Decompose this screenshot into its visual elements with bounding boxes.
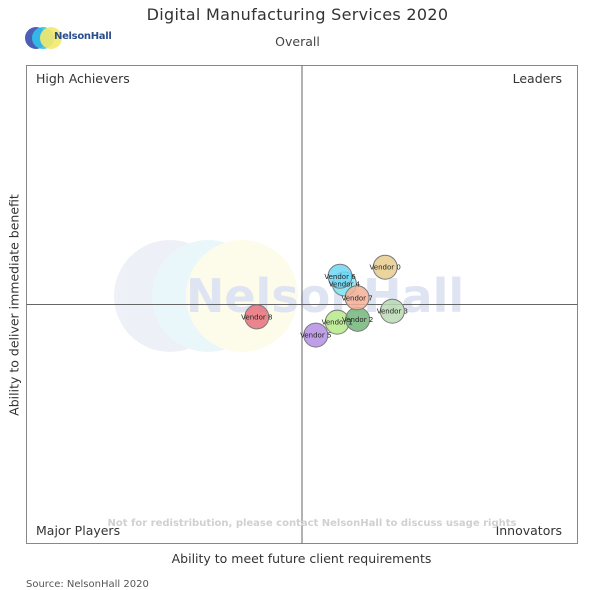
vendor-label: Vendor 1 (322, 319, 353, 327)
quadrant-label-innovators: Innovators (496, 523, 562, 538)
source-note: Source: NelsonHall 2020 (26, 579, 149, 590)
vendor-point[interactable] (244, 304, 270, 330)
quadrant-label-leaders: Leaders (513, 71, 562, 86)
watermark-text: NelsonHall (186, 269, 464, 323)
quadrant-label-high-achievers: High Achievers (36, 71, 130, 86)
vendor-label: Vendor 5 (300, 332, 331, 340)
redistribution-note: Not for redistribution, please contact N… (108, 518, 517, 529)
vendor-point[interactable] (303, 322, 329, 348)
vendor-point[interactable] (372, 254, 398, 280)
vendor-point[interactable] (379, 298, 405, 324)
vendor-label: Vendor 3 (377, 308, 408, 316)
watermark-circles-icon (114, 240, 298, 352)
quadrant-label-major-players: Major Players (36, 523, 120, 538)
vendor-label: Vendor 0 (370, 264, 401, 272)
vendor-label: Vendor 8 (241, 313, 272, 321)
vendor-label: Vendor 2 (342, 316, 373, 324)
nelsonhall-logo: NelsonHall (24, 24, 112, 52)
vendor-point[interactable] (327, 263, 353, 289)
x-axis-label: Ability to meet future client requiremen… (171, 551, 432, 566)
chart-title: Digital Manufacturing Services 2020 (146, 5, 449, 24)
vendor-label: Vendor 7 (341, 294, 372, 302)
vendor-label: Vendor 4 (329, 280, 361, 288)
chart-subtitle: Overall (275, 34, 320, 49)
logo-text: NelsonHall (54, 31, 112, 42)
y-axis-label: Ability to deliver immediate benefit (6, 194, 22, 416)
logo-circles-icon (25, 27, 62, 49)
vendor-label: Vendor 6 (324, 273, 356, 281)
vendor-point[interactable] (344, 285, 370, 311)
